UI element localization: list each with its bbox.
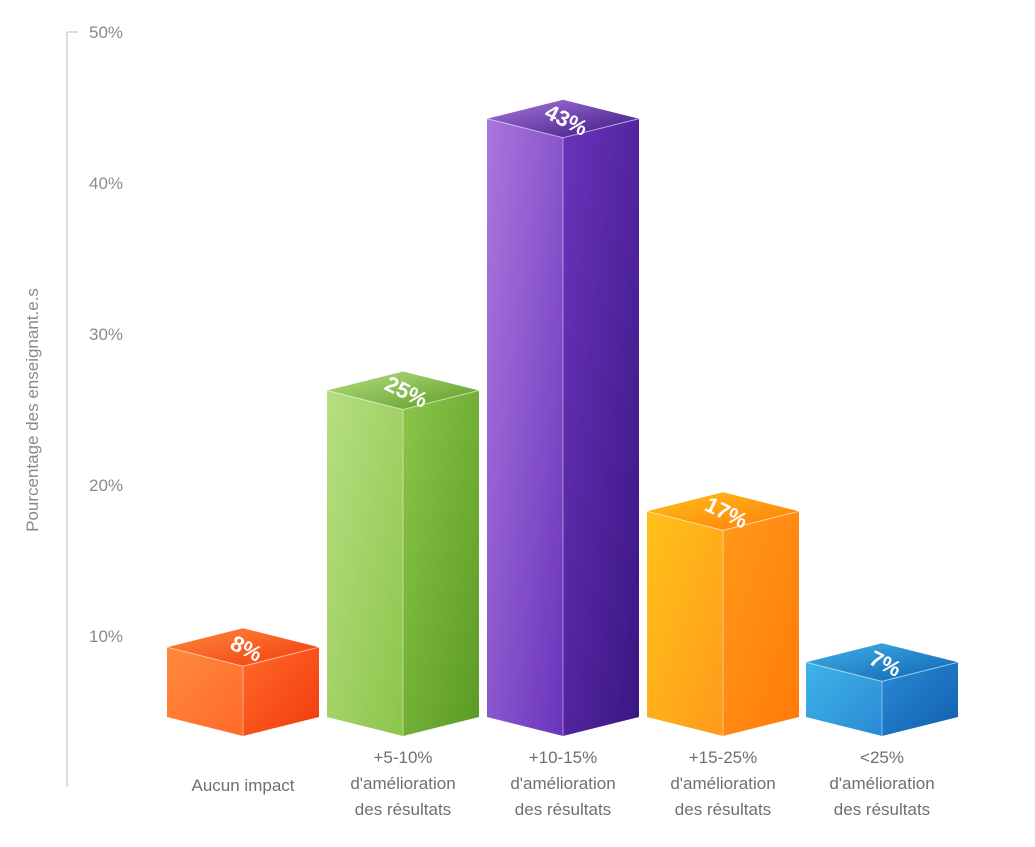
bar: 7% xyxy=(805,643,959,736)
bar-left-face xyxy=(806,662,882,736)
y-tick-label: 40% xyxy=(89,174,123,193)
category-labels: Aucun impact +5-10% d'amélioration des résu… xyxy=(192,748,935,819)
category-label: des résultats xyxy=(515,800,611,819)
bar-left-face xyxy=(647,511,723,736)
bar-right-face xyxy=(882,662,958,736)
bar-edge xyxy=(486,118,640,139)
y-tick-label: 10% xyxy=(89,627,123,646)
bar-right-face xyxy=(723,511,799,736)
y-axis-title: Pourcentage des enseignant.e.s xyxy=(23,288,42,532)
bar-right-face xyxy=(243,647,319,736)
category-label: +5-10% xyxy=(373,748,432,767)
y-tick-label: 20% xyxy=(89,476,123,495)
bar: 43% xyxy=(486,99,640,736)
bar-edge xyxy=(646,510,800,531)
bar-edge xyxy=(166,646,320,667)
category-label: d'amélioration xyxy=(510,774,615,793)
y-tick-label: 30% xyxy=(89,325,123,344)
category-label: d'amélioration xyxy=(350,774,455,793)
bar-right-face xyxy=(563,118,639,736)
category-label: +10-15% xyxy=(529,748,598,767)
y-tick-label: 50% xyxy=(89,23,123,42)
bar: 8% xyxy=(166,628,320,736)
bar-left-face xyxy=(167,647,243,736)
bar: 17% xyxy=(646,492,800,736)
category-label: d'amélioration xyxy=(829,774,934,793)
bar-left-face xyxy=(487,118,563,736)
category-label: Aucun impact xyxy=(192,776,295,795)
bar-right-face xyxy=(403,390,479,736)
category-label: d'amélioration xyxy=(670,774,775,793)
bars: 8%25%43%17%7% xyxy=(166,99,959,736)
bar-edge xyxy=(326,390,480,411)
category-label: des résultats xyxy=(675,800,771,819)
category-label: +15-25% xyxy=(689,748,758,767)
bar-left-face xyxy=(327,390,403,736)
category-label: <25% xyxy=(860,748,904,767)
category-label: des résultats xyxy=(355,800,451,819)
y-tick-labels: 10% 20% 30% 40% 50% xyxy=(89,23,123,646)
bar-edge xyxy=(805,661,959,682)
bar: 25% xyxy=(326,371,480,736)
category-label: des résultats xyxy=(834,800,930,819)
